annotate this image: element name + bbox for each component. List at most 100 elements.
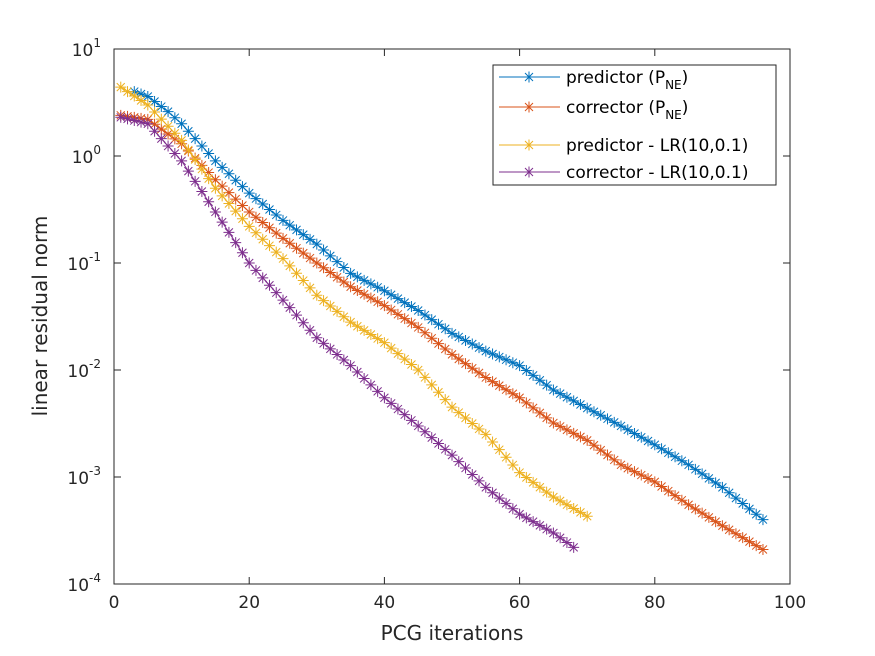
series-marker [554, 420, 566, 432]
series-marker [453, 407, 465, 419]
series-marker [527, 516, 539, 528]
series-marker [507, 503, 519, 515]
series-marker [581, 402, 593, 414]
series-3 [115, 81, 593, 522]
series-marker [453, 456, 465, 468]
series-marker [615, 420, 627, 432]
legend-marker [523, 101, 535, 113]
series-marker [338, 311, 350, 323]
x-tick-label: 20 [238, 593, 260, 613]
series-marker [236, 181, 248, 193]
series-marker [689, 463, 701, 475]
series-marker [324, 343, 336, 355]
series-marker [547, 527, 559, 539]
series-marker [149, 106, 161, 118]
series-marker [324, 266, 336, 278]
legend-label-tail: ) [682, 98, 689, 118]
series-marker [520, 364, 532, 376]
series-marker [466, 362, 478, 374]
series-marker [236, 213, 248, 225]
series-marker [514, 467, 526, 479]
series-marker [263, 222, 275, 234]
series-marker [710, 477, 722, 489]
y-tick-base: 10 [67, 469, 89, 489]
series-marker [480, 481, 492, 493]
series-marker [277, 294, 289, 306]
series-marker [547, 384, 559, 396]
series-marker [128, 115, 140, 127]
legend-label: corrector (PNE) [566, 98, 688, 122]
series-marker [135, 88, 147, 100]
series-marker [507, 388, 519, 400]
series-marker [696, 468, 708, 480]
series-marker [656, 480, 668, 492]
series-marker [216, 161, 228, 173]
series-marker [568, 503, 580, 515]
series-marker [487, 376, 499, 388]
series-marker [209, 174, 221, 186]
series-marker [466, 417, 478, 429]
series-marker [372, 385, 384, 397]
series-marker [311, 238, 323, 250]
series-marker [439, 343, 451, 355]
series-marker [135, 116, 147, 128]
series-marker [466, 338, 478, 350]
series-marker [601, 413, 613, 425]
series-marker [432, 338, 444, 350]
series-marker [378, 300, 390, 312]
series-marker [534, 407, 546, 419]
series-marker [277, 214, 289, 226]
series-marker [669, 490, 681, 502]
series-marker [378, 337, 390, 349]
series-marker [460, 334, 472, 346]
series-marker [149, 125, 161, 137]
series-marker [405, 414, 417, 426]
series-marker [642, 435, 654, 447]
series-marker [446, 401, 458, 413]
series-marker [412, 321, 424, 333]
series-marker [284, 302, 296, 314]
series-marker [460, 462, 472, 474]
series-marker [243, 187, 255, 199]
series-marker [757, 514, 769, 526]
legend-marker [523, 139, 535, 151]
series-marker [209, 206, 221, 218]
series-marker [284, 260, 296, 272]
y-tick-base: 10 [72, 148, 94, 168]
series-marker [351, 320, 363, 332]
series-marker [318, 337, 330, 349]
series-marker [345, 316, 357, 328]
series-marker [345, 267, 357, 279]
series-marker [169, 147, 181, 159]
series-marker [507, 459, 519, 471]
series-marker [142, 118, 154, 130]
series-marker [115, 111, 127, 123]
series-marker [453, 331, 465, 343]
series-marker [426, 379, 438, 391]
series-marker [277, 253, 289, 265]
series-marker [176, 118, 188, 130]
series-marker [216, 216, 228, 228]
y-tick-exponent: -1 [89, 250, 101, 264]
series-marker [385, 289, 397, 301]
series-marker [656, 443, 668, 455]
series-marker [493, 492, 505, 504]
series-marker [365, 379, 377, 391]
series-marker [223, 168, 235, 180]
series-marker [487, 436, 499, 448]
series-marker [500, 384, 512, 396]
legend-label-tail: ) [682, 68, 689, 88]
series-marker [230, 237, 242, 249]
series-marker [372, 296, 384, 308]
series-marker [446, 449, 458, 461]
series-marker [223, 226, 235, 238]
series-marker [466, 468, 478, 480]
series-marker [723, 524, 735, 536]
legend-label-subscript: NE [665, 78, 682, 92]
series-marker [270, 287, 282, 299]
series-marker [250, 227, 262, 239]
series-marker [520, 471, 532, 483]
series-marker [588, 439, 600, 451]
legend-box [492, 64, 777, 186]
series-marker [487, 487, 499, 499]
